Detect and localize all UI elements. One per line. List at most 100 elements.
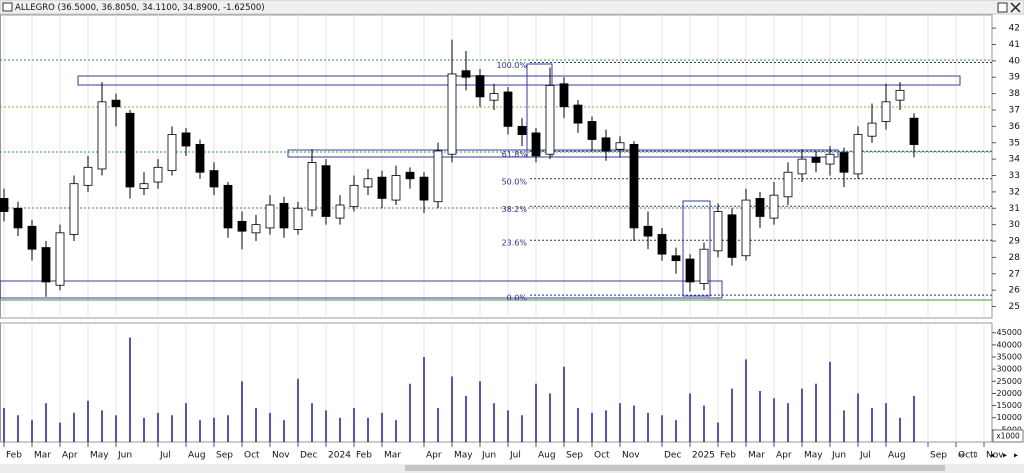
toolbar-icon[interactable]: ⇕: [972, 451, 979, 460]
x-tick-label: May: [804, 451, 823, 461]
candle-body: [671, 255, 681, 262]
x-tick-label: Sep: [566, 451, 583, 461]
toolbar-icon[interactable]: ▸: [1014, 451, 1018, 460]
y-tick-label: 26: [1009, 286, 1021, 296]
candle-body: [615, 142, 625, 150]
candle-body: [167, 134, 177, 171]
x-tick-label: Oct: [958, 451, 974, 461]
volume-unit-label: x1000: [996, 432, 1020, 441]
x-tick-label: 2025: [692, 451, 715, 461]
candle-body: [419, 176, 429, 201]
candle-body: [55, 232, 65, 286]
candle-body: [433, 150, 443, 203]
candle-body: [685, 258, 695, 283]
fib-label: 38.2%: [502, 205, 528, 214]
volume-bars: [3, 337, 915, 442]
y-tick-label: 20000: [997, 389, 1022, 398]
y-tick-label: 34: [1009, 155, 1021, 165]
fib-label: 0.0%: [507, 294, 528, 303]
toolbar-icon[interactable]: ⇔: [958, 451, 965, 460]
candle-body: [97, 101, 107, 170]
y-tick-label: 35000: [997, 353, 1022, 362]
window-buttons[interactable]: [997, 2, 1021, 13]
x-tick-label: Dec: [300, 451, 317, 461]
y-tick-label: 33: [1009, 171, 1020, 181]
window-icon: [2, 2, 13, 12]
candle-body: [503, 91, 513, 127]
candle-body: [405, 171, 415, 180]
zone-box: [77, 75, 961, 86]
toolbar[interactable]: ⇔ ⇕ ◂ ▸ ▸: [958, 451, 1018, 460]
y-tick-label: 31: [1009, 204, 1020, 214]
zone-box: [287, 149, 839, 158]
restore-button[interactable]: [997, 2, 1008, 13]
candle-body: [797, 158, 807, 175]
y-tick-label: 38: [1009, 89, 1021, 99]
x-tick-label: Dec: [664, 451, 681, 461]
candle-body: [601, 137, 611, 152]
candle-body: [251, 224, 261, 234]
candle-body: [265, 204, 275, 229]
y-tick-label: 25000: [997, 377, 1022, 386]
candle-body: [153, 166, 163, 183]
x-tick-label: Mar: [748, 451, 765, 461]
scrollbar-thumb[interactable]: [405, 465, 945, 471]
candle-body: [881, 101, 891, 122]
candle-body: [237, 220, 247, 232]
candle-body: [629, 143, 639, 229]
x-tick-label: Sep: [930, 451, 947, 461]
x-tick-label: Nov: [272, 451, 290, 461]
x-tick-label: Apr: [426, 451, 442, 461]
candle-body: [783, 171, 793, 198]
candle-body: [69, 183, 79, 235]
y-tick-label: 36: [1009, 122, 1021, 132]
x-tick-label: Jul: [159, 451, 171, 461]
toolbar-icon[interactable]: ▸: [1003, 451, 1007, 460]
candle-body: [27, 225, 37, 250]
y-tick-label: 41: [1009, 40, 1020, 50]
candle-body: [825, 153, 835, 165]
y-tick-label: 39: [1009, 73, 1021, 83]
close-button[interactable]: [1010, 2, 1021, 13]
candle-body: [517, 125, 527, 135]
x-tick-label: Aug: [188, 451, 206, 461]
price-panel: [0, 14, 993, 319]
candle-body: [461, 70, 471, 78]
chart-title: ALLEGRO (36.5000, 36.8050, 34.1100, 34.8…: [15, 3, 265, 13]
candle-body: [0, 198, 9, 212]
candle-body: [279, 202, 289, 229]
title-bar: [0, 0, 1024, 15]
candle-body: [139, 183, 149, 190]
x-tick-label: Jul: [509, 451, 521, 461]
unit-box: [992, 429, 1024, 443]
candle-body: [909, 117, 919, 145]
candle-body: [335, 204, 345, 219]
candle-body: [867, 122, 877, 137]
x-tick-label: Mar: [384, 451, 401, 461]
candle-body: [293, 207, 303, 230]
candle-body: [713, 211, 723, 252]
candle-body: [727, 214, 737, 258]
fib-label: 50.0%: [502, 177, 528, 186]
candle-body: [13, 207, 23, 229]
candle-body: [223, 184, 233, 229]
x-tick-label: Jun: [831, 451, 846, 461]
x-tick-label: Aug: [888, 451, 906, 461]
candle-body: [209, 170, 219, 188]
y-tick-label: 30000: [997, 365, 1022, 374]
reference-lines: [0, 59, 992, 301]
toolbar-icon[interactable]: ◂: [990, 451, 994, 460]
y-tick-label: 40000: [997, 340, 1022, 349]
candle-body: [447, 73, 457, 155]
x-tick-label: Apr: [62, 451, 78, 461]
fib-label: 23.6%: [502, 239, 528, 248]
candle-body: [377, 176, 387, 199]
candle-body: [475, 75, 485, 98]
x-tick-label: Feb: [6, 451, 22, 461]
x-tick-label: Sep: [216, 451, 233, 461]
volume-panel: [0, 322, 993, 443]
candle-body: [349, 184, 359, 208]
candle-body: [111, 99, 121, 108]
